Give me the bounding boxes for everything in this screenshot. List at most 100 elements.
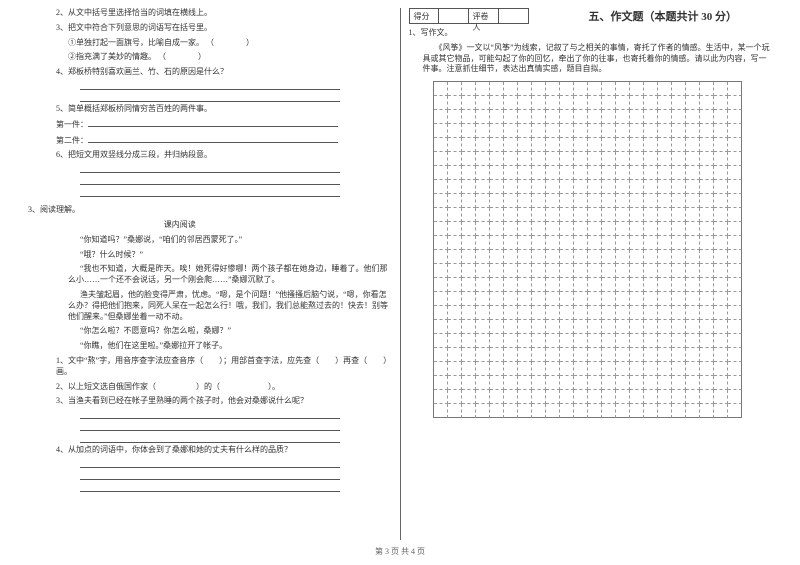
grid-cell <box>602 320 616 334</box>
grid-cell <box>700 306 714 320</box>
grid-cell <box>672 96 686 110</box>
grid-cell <box>714 82 728 96</box>
grid-cell <box>560 166 574 180</box>
grid-cell <box>434 152 448 166</box>
grid-cell <box>672 180 686 194</box>
grid-cell <box>546 194 560 208</box>
p2: “哦？什么时候？” <box>28 250 392 261</box>
grid-cell <box>658 166 672 180</box>
q3: 3、把文中符合下列意思的词语写在括号里。 <box>28 23 392 34</box>
blank-line <box>80 484 340 492</box>
grid-cell <box>462 236 476 250</box>
s3-title: 课内阅读 <box>28 220 392 231</box>
grid-cell <box>672 124 686 138</box>
grid-cell <box>462 250 476 264</box>
grid-cell <box>658 306 672 320</box>
grid-cell <box>700 96 714 110</box>
grid-cell <box>700 376 714 390</box>
grid-cell <box>532 390 546 404</box>
grid-cell <box>672 194 686 208</box>
grid-cell <box>658 278 672 292</box>
grid-cell <box>434 278 448 292</box>
grid-cell <box>574 292 588 306</box>
grid-cell <box>588 306 602 320</box>
grid-cell <box>574 222 588 236</box>
grid-cell <box>700 152 714 166</box>
grid-cell <box>630 82 644 96</box>
grid-cell <box>602 222 616 236</box>
grid-cell <box>672 278 686 292</box>
grid-cell <box>616 362 630 376</box>
grid-cell <box>588 236 602 250</box>
grid-cell <box>546 124 560 138</box>
grid-cell <box>686 180 700 194</box>
grid-cell <box>434 348 448 362</box>
blank-line <box>80 94 340 102</box>
grid-cell <box>504 208 518 222</box>
grid-cell <box>588 362 602 376</box>
grid-cell <box>560 82 574 96</box>
grid-cell <box>434 166 448 180</box>
grid-cell <box>658 194 672 208</box>
grid-cell <box>714 152 728 166</box>
grid-cell <box>448 82 462 96</box>
grid-cell <box>644 82 658 96</box>
grid-cell <box>714 96 728 110</box>
grid-cell <box>630 236 644 250</box>
q6: 6、把短文用双竖线分成三段，并归纳段意。 <box>28 150 392 161</box>
grid-cell <box>714 404 728 418</box>
grid-cell <box>434 390 448 404</box>
grid-cell <box>574 264 588 278</box>
grid-cell <box>644 348 658 362</box>
grid-cell <box>686 124 700 138</box>
grid-cell <box>616 152 630 166</box>
grid-cell <box>462 376 476 390</box>
sq1: 1、文中“熬”字，用音序查字法应查音序（ ）；用部首查字法，应先查（ ）再查（ … <box>28 356 392 378</box>
grid-cell <box>700 124 714 138</box>
grid-cell <box>490 236 504 250</box>
grid-cell <box>490 376 504 390</box>
grid-cell <box>476 376 490 390</box>
grid-cell <box>700 180 714 194</box>
grid-cell <box>700 236 714 250</box>
grid-cell <box>630 292 644 306</box>
grid-cell <box>434 306 448 320</box>
grid-cell <box>518 320 532 334</box>
grid-cell <box>532 376 546 390</box>
grid-cell <box>672 152 686 166</box>
grid-cell <box>532 152 546 166</box>
grid-cell <box>462 124 476 138</box>
grid-cell <box>658 110 672 124</box>
grid-cell <box>560 208 574 222</box>
grid-cell <box>616 306 630 320</box>
grid-cell <box>476 404 490 418</box>
grid-cell <box>546 404 560 418</box>
grid-cell <box>490 166 504 180</box>
grid-cell <box>546 96 560 110</box>
grid-cell <box>630 124 644 138</box>
grid-cell <box>462 208 476 222</box>
grid-cell <box>714 180 728 194</box>
grid-cell <box>658 376 672 390</box>
grid-cell <box>560 278 574 292</box>
grid-cell <box>630 96 644 110</box>
grid-cell <box>644 222 658 236</box>
grid-cell <box>462 166 476 180</box>
grid-cell <box>714 208 728 222</box>
grid-cell <box>546 390 560 404</box>
grid-cell <box>490 124 504 138</box>
grid-cell <box>616 348 630 362</box>
grid-cell <box>560 362 574 376</box>
grid-cell <box>686 334 700 348</box>
grid-cell <box>504 138 518 152</box>
grid-cell <box>588 264 602 278</box>
grid-cell <box>574 152 588 166</box>
grid-cell <box>644 306 658 320</box>
grid-cell <box>602 376 616 390</box>
grid-cell <box>700 334 714 348</box>
grid-cell <box>630 404 644 418</box>
grid-cell <box>616 82 630 96</box>
grid-cell <box>504 278 518 292</box>
grid-cell <box>686 82 700 96</box>
grid-cell <box>588 124 602 138</box>
